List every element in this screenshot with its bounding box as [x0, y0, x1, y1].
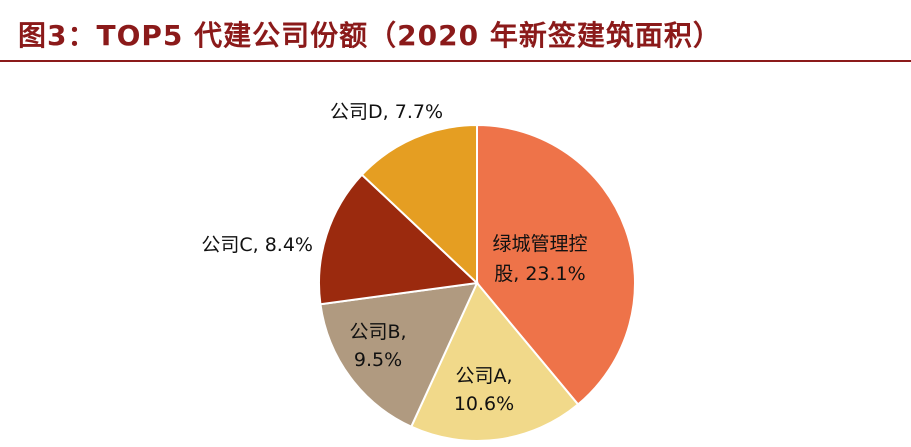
- pie-slices: [318, 123, 636, 442]
- slice-label: 公司A, 10.6%: [454, 365, 514, 415]
- pie-slice: [360, 123, 478, 286]
- slice-label-line: 股, 23.1%: [494, 263, 585, 285]
- pie-slice: [318, 173, 480, 306]
- pie-labels: 绿城管理控股, 23.1% 公司A, 10.6% 公司B, 9.5% 公司C, 8.4% 公…: [201, 101, 587, 415]
- slice-label-line: 公司D, 7.7%: [330, 101, 443, 123]
- slice-label-line: 公司A,: [455, 365, 512, 387]
- slice-label-line: 公司C, 8.4%: [201, 234, 313, 256]
- slice-label: 绿城管理控股, 23.1%: [492, 233, 587, 285]
- slice-label-line: 9.5%: [354, 349, 402, 371]
- pie-slice: [476, 123, 636, 406]
- slice-label: 公司C, 8.4%: [201, 234, 313, 256]
- pie-slice: [319, 281, 479, 428]
- slice-label: 公司D, 7.7%: [330, 101, 443, 123]
- title-underline: [0, 60, 911, 62]
- slice-label-line: 10.6%: [454, 393, 514, 415]
- slice-label-line: 公司B,: [349, 321, 406, 343]
- pie-slice: [409, 281, 580, 442]
- slice-label-line: 绿城管理控: [492, 233, 587, 255]
- chart-title: 图3：TOP5 代建公司份额（2020 年新签建筑面积）: [18, 19, 722, 52]
- slice-label: 公司B, 9.5%: [349, 321, 406, 371]
